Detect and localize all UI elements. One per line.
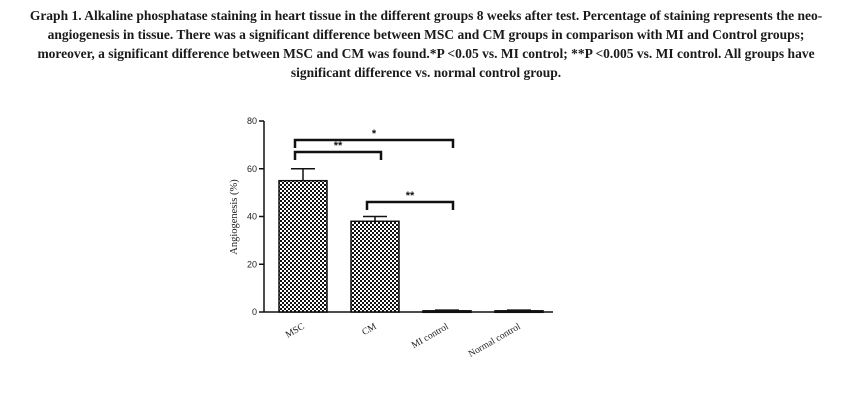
bar-1 <box>350 220 400 313</box>
y-tick-label: 40 <box>247 212 257 222</box>
y-tick-label: 80 <box>247 116 257 126</box>
significance-label: ** <box>406 190 415 202</box>
category-label: Normal control <box>467 322 523 360</box>
category-label: MI control <box>410 322 451 351</box>
bar-0 <box>278 179 328 313</box>
y-tick-label: 0 <box>252 307 257 317</box>
figure-caption: Graph 1. Alkaline phosphatase staining i… <box>29 8 823 80</box>
significance-bracket <box>365 200 455 210</box>
bar-3 <box>494 310 544 314</box>
significance-label: ** <box>334 140 343 152</box>
category-label: CM <box>361 322 379 338</box>
y-axis-title: Angiogenesis (%) <box>229 179 240 255</box>
y-tick-label: 20 <box>247 259 257 269</box>
y-tick-label: 60 <box>247 164 257 174</box>
significance-bracket <box>293 150 383 160</box>
significance-label: * <box>372 128 377 140</box>
significance-brackets: ***** <box>293 128 455 210</box>
category-label: MSC <box>284 322 306 341</box>
significance-bracket <box>293 138 455 148</box>
bar-2 <box>422 310 472 314</box>
